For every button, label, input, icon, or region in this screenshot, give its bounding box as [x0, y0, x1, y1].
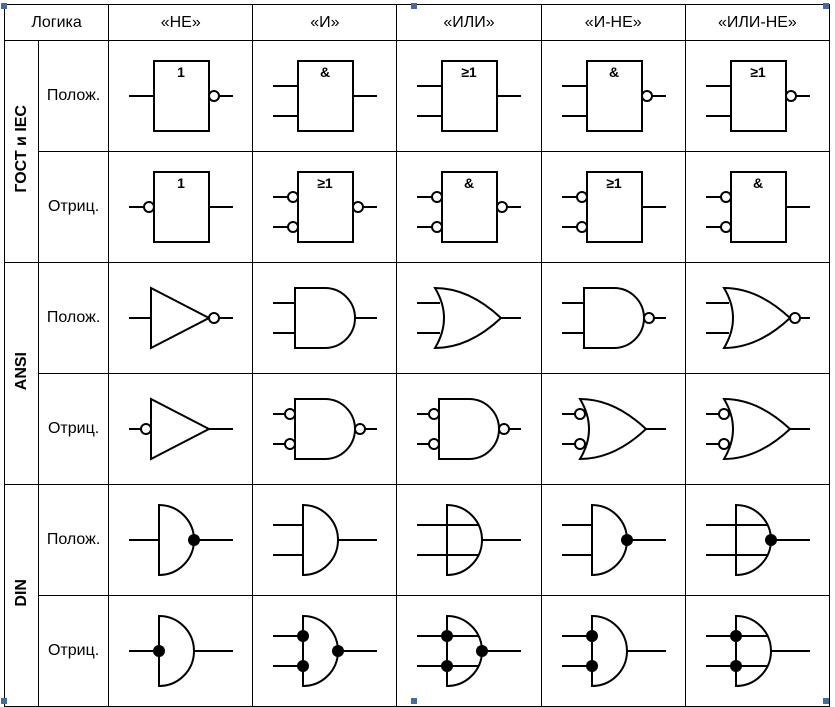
table-row: Отриц. — [5, 596, 830, 707]
polarity-label: Полож. — [39, 485, 109, 596]
selection-marker — [823, 698, 829, 704]
gate-ansi-pos-1 — [253, 263, 397, 374]
gate-gost-pos-3: & — [541, 41, 685, 152]
gate-din-pos-2 — [397, 485, 541, 596]
gate-gost-pos-2: ≥1 — [397, 41, 541, 152]
gate-gost-neg-4: & — [685, 152, 829, 263]
gate-ansi-pos-2 — [397, 263, 541, 374]
gate-ansi-neg-4 — [685, 374, 829, 485]
selection-marker — [411, 3, 417, 9]
gate-gost-neg-3: ≥1 — [541, 152, 685, 263]
svg-text:1: 1 — [177, 175, 185, 191]
gate-ansi-neg-1 — [253, 374, 397, 485]
header-row: Логика «НЕ» «И» «ИЛИ» «И-НЕ» «ИЛИ-НЕ» — [5, 5, 830, 41]
gate-din-neg-0 — [109, 596, 253, 707]
gate-ansi-neg-0 — [109, 374, 253, 485]
polarity-label: Отриц. — [39, 596, 109, 707]
selection-marker — [1, 698, 7, 704]
header-or: «ИЛИ» — [397, 5, 541, 41]
table-row: DINПолож. — [5, 485, 830, 596]
svg-text:&: & — [320, 64, 330, 80]
gate-ansi-neg-2 — [397, 374, 541, 485]
gate-gost-pos-0: 1 — [109, 41, 253, 152]
table-row: ГОСТ и IECПолож.1&≥1&≥1 — [5, 41, 830, 152]
gate-gost-pos-4: ≥1 — [685, 41, 829, 152]
header-nor: «ИЛИ-НЕ» — [685, 5, 829, 41]
gate-gost-neg-2: & — [397, 152, 541, 263]
table-row: ANSIПолож. — [5, 263, 830, 374]
gate-ansi-neg-3 — [541, 374, 685, 485]
gate-din-pos-3 — [541, 485, 685, 596]
gate-din-neg-3 — [541, 596, 685, 707]
polarity-label: Отриц. — [39, 152, 109, 263]
gate-ansi-pos-0 — [109, 263, 253, 374]
header-and: «И» — [253, 5, 397, 41]
group-label-ansi: ANSI — [5, 263, 39, 485]
polarity-label: Полож. — [39, 41, 109, 152]
selection-marker — [823, 3, 829, 9]
svg-text:≥1: ≥1 — [750, 64, 766, 80]
svg-text:&: & — [609, 64, 619, 80]
gate-ansi-pos-4 — [685, 263, 829, 374]
table-row: Отриц. 1 ≥1 & ≥1 & — [5, 152, 830, 263]
gate-gost-neg-0: 1 — [109, 152, 253, 263]
polarity-label: Полож. — [39, 263, 109, 374]
selection-marker — [1, 3, 7, 9]
group-label-din: DIN — [5, 485, 39, 707]
svg-text:&: & — [464, 175, 474, 191]
svg-text:≥1: ≥1 — [606, 175, 622, 191]
svg-text:≥1: ≥1 — [462, 64, 478, 80]
gate-din-neg-2 — [397, 596, 541, 707]
table-row: Отриц. — [5, 374, 830, 485]
gate-ansi-pos-3 — [541, 263, 685, 374]
polarity-label: Отриц. — [39, 374, 109, 485]
group-label-gost: ГОСТ и IEC — [5, 41, 39, 263]
logic-gates-table: Логика «НЕ» «И» «ИЛИ» «И-НЕ» «ИЛИ-НЕ» ГО… — [4, 4, 830, 707]
gate-din-neg-4 — [685, 596, 829, 707]
header-not: «НЕ» — [109, 5, 253, 41]
header-logic: Логика — [5, 5, 109, 41]
gate-din-pos-4 — [685, 485, 829, 596]
gate-din-neg-1 — [253, 596, 397, 707]
gate-din-pos-1 — [253, 485, 397, 596]
gate-gost-neg-1: ≥1 — [253, 152, 397, 263]
svg-text:1: 1 — [177, 64, 185, 80]
gate-gost-pos-1: & — [253, 41, 397, 152]
selection-marker — [411, 698, 417, 704]
header-nand: «И-НЕ» — [541, 5, 685, 41]
gate-din-pos-0 — [109, 485, 253, 596]
svg-text:&: & — [753, 175, 763, 191]
svg-text:≥1: ≥1 — [318, 175, 334, 191]
